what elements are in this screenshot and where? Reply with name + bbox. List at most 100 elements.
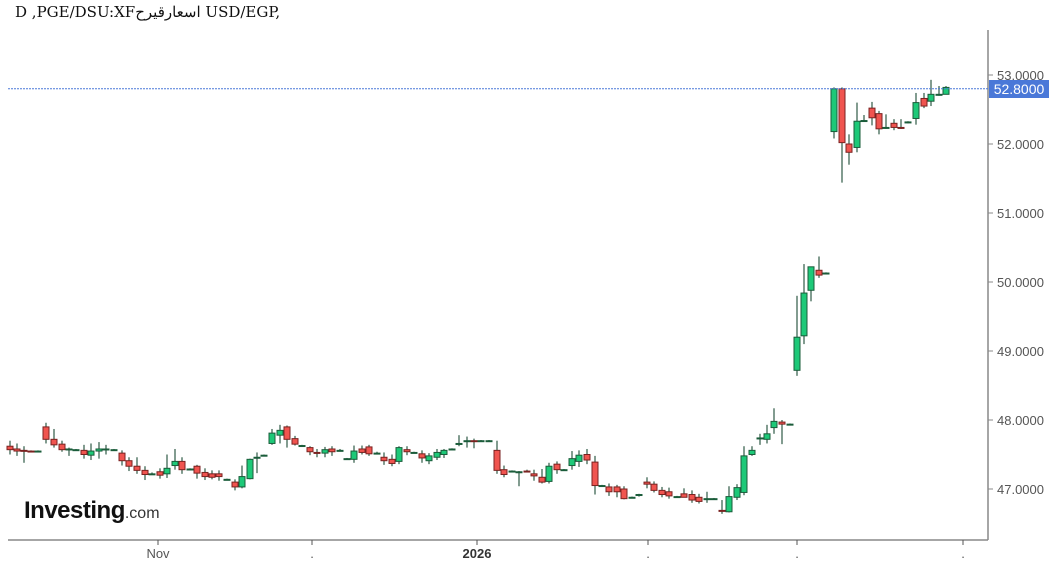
candle [778,420,786,445]
candle [718,500,726,514]
candle [373,451,381,455]
candle [148,472,156,476]
candle [260,454,268,457]
candle [395,446,403,465]
candle [65,447,73,456]
candle [912,92,920,125]
candle [643,477,651,489]
candle [756,433,764,445]
candle [336,448,344,452]
candle [770,408,778,434]
y-axis: 53.0000 52.0000 51.0000 50.0000 49.0000 48.00… [987,30,1044,540]
candle [328,446,336,456]
candle [822,272,830,275]
candle [448,448,456,451]
candle [80,444,88,459]
candle [291,435,299,446]
candle [890,119,898,131]
logo-suffix: .com [124,505,160,522]
logo-main: Investing [24,497,125,524]
candle [455,435,463,447]
candle [193,464,201,479]
candle [650,481,658,493]
x-tick-label: Nov [146,546,170,561]
candle [343,457,351,461]
candle [710,497,718,501]
candle [680,488,688,498]
candle [110,448,118,452]
candle [87,443,95,461]
candle [763,424,771,444]
candle [807,266,815,302]
candle [553,461,561,474]
candle [665,487,673,499]
candle [830,87,838,139]
candle [740,446,748,496]
candle [635,493,643,497]
candle [793,295,801,376]
candle [598,484,606,488]
candle [530,469,538,481]
candle [591,455,599,495]
candle [358,445,366,455]
candle [620,486,628,500]
candle [6,440,14,455]
candle [485,440,493,443]
x-tick-label: . [646,546,650,561]
candle [42,422,50,444]
candle [935,86,943,96]
y-tick-label: 52.0000 [997,137,1044,152]
candle [418,450,426,463]
candle [403,446,411,456]
candle [133,457,141,474]
candle [725,486,733,513]
candle [276,424,284,444]
candle [560,468,568,472]
candle [538,468,546,484]
candle [238,465,246,489]
candle [163,454,171,478]
candle [800,264,808,345]
candle [268,428,276,445]
candle [306,446,314,456]
candle [156,468,164,479]
y-tick-label: 49.0000 [997,344,1044,359]
candle [815,256,823,278]
candle [350,445,358,463]
candle [613,484,621,498]
candle [523,469,531,473]
candle [575,450,583,467]
candle [500,465,508,478]
candle [321,446,329,458]
candle [95,442,103,459]
candle [868,101,876,126]
investing-logo: Investing.com [24,497,160,525]
candle [253,452,261,474]
candle [673,495,681,499]
candle [410,451,418,454]
candle [477,440,485,443]
candle [50,428,58,448]
candle [658,486,666,498]
candle [733,484,741,501]
y-tick-label: 53.0000 [997,68,1044,83]
candle [118,450,126,466]
candle [20,446,28,463]
candle [838,87,846,183]
y-tick-label: 51.0000 [997,206,1044,221]
candle [904,121,912,124]
candle [380,452,388,465]
x-tick-label: 2026 [463,546,492,561]
candle [425,453,433,465]
candle [125,457,133,472]
candle [508,470,516,473]
candle [470,438,478,449]
last-price-label: 52.8000 [989,80,1049,98]
x-tick-label: . [795,546,799,561]
candle [433,448,441,461]
candle [58,440,66,452]
candle [201,468,209,481]
candle [223,478,231,481]
y-tick-label: 48.0000 [997,413,1044,428]
